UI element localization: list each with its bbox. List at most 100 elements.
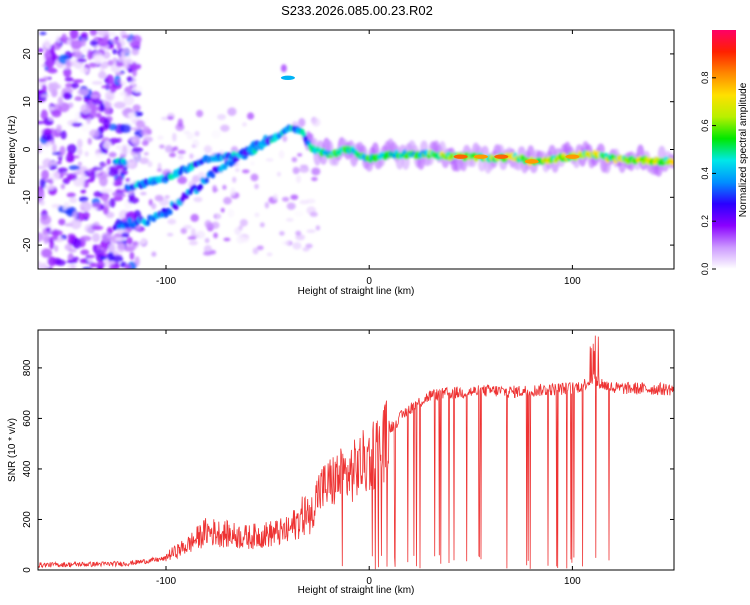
noise-blob [281, 196, 290, 202]
noise-blob [57, 96, 64, 107]
noise-blob [50, 171, 61, 181]
noise-blob [134, 226, 141, 230]
noise-blob [38, 144, 43, 154]
noise-blob [151, 251, 157, 257]
noise-blob [177, 118, 184, 128]
noise-blob [85, 254, 96, 259]
noise-blob [66, 144, 78, 154]
branch-point [167, 209, 173, 216]
noise-blob [39, 262, 48, 269]
noise-blob [292, 166, 300, 175]
noise-blob [89, 30, 98, 36]
noise-blob [66, 173, 78, 181]
noise-blob [119, 123, 132, 133]
noise-blob [309, 211, 318, 217]
noise-blob [41, 248, 53, 258]
noise-blob [89, 39, 98, 47]
noise-blob [43, 235, 49, 245]
colorbar-ticks: 0.0 0.2 0.4 0.6 0.8 [700, 72, 716, 275]
snr-x-axis-label: Height of straight line (km) [298, 585, 415, 596]
snr-x-tick-label: -100 [156, 576, 176, 587]
noise-blob [61, 33, 68, 43]
noise-blob [293, 210, 304, 217]
noise-blob [88, 62, 98, 68]
spectral-peak [473, 154, 488, 159]
noise-blob [282, 135, 288, 142]
noise-blob [80, 189, 87, 194]
noise-blob [44, 60, 57, 65]
noise-blob [43, 38, 52, 49]
noise-blob [116, 242, 126, 253]
noise-blob [311, 117, 321, 127]
noise-blob [239, 218, 248, 227]
noise-blob [167, 116, 174, 120]
noise-blob [49, 239, 55, 250]
noise-blob [168, 152, 177, 158]
noise-blob [295, 234, 306, 241]
noise-blob [131, 48, 140, 56]
noise-blob [98, 71, 107, 79]
noise-blob [80, 172, 86, 183]
noise-blob [189, 153, 194, 159]
noise-blob [135, 120, 146, 129]
noise-blob [91, 98, 104, 106]
noise-blob [76, 58, 87, 63]
noise-blob [39, 31, 47, 36]
noise-blob [295, 230, 302, 236]
noise-blob [51, 52, 57, 62]
noise-blob [38, 121, 45, 125]
noise-blob [115, 61, 124, 68]
noise-blob [211, 130, 221, 139]
spectrogram-y-tick-label: -20 [22, 237, 33, 252]
noise-blob [227, 208, 235, 218]
branch-point [204, 177, 210, 184]
noise-blob [180, 227, 187, 234]
isolated-blob [280, 64, 287, 73]
snr-y-tick-label: 800 [22, 359, 33, 376]
noise-blob [123, 166, 128, 171]
noise-blob [190, 213, 199, 222]
noise-blob [140, 191, 147, 196]
noise-blob [290, 194, 299, 200]
noise-blob [77, 161, 82, 167]
noise-blob [78, 196, 89, 203]
noise-blob [47, 256, 57, 267]
noise-blob [50, 203, 60, 210]
noise-blob [315, 225, 321, 231]
noise-blob [63, 67, 72, 78]
colorbar: 0.0 0.2 0.4 0.6 0.8 Normalized spectral ampl… [700, 30, 749, 275]
noise-blob [84, 151, 89, 157]
spectrogram-y-tick-label: 0 [22, 146, 33, 152]
noise-blob [187, 236, 197, 240]
noise-blob [84, 224, 96, 234]
noise-blob [79, 201, 92, 212]
noise-blob [223, 237, 231, 242]
noise-blob [91, 167, 104, 171]
snr-ticks: -100 0 100 0 200 400 600 800 [22, 330, 674, 587]
noise-blob [250, 161, 255, 166]
noise-blob [278, 150, 285, 159]
snr-y-tick-label: 400 [22, 460, 33, 477]
noise-blob [213, 232, 218, 239]
noise-blob [144, 116, 150, 125]
noise-blob [246, 112, 255, 120]
noise-blob [103, 118, 111, 130]
noise-blob [100, 188, 113, 194]
noise-blob [81, 35, 87, 47]
noise-blob [52, 143, 57, 153]
noise-blob [95, 112, 102, 118]
noise-blob [116, 79, 122, 84]
spectral-peak [565, 154, 580, 159]
noise-blob [94, 153, 106, 160]
noise-blob [72, 237, 81, 249]
branch-point [198, 183, 204, 190]
noise-blob [240, 236, 250, 243]
noise-blob [154, 194, 164, 202]
noise-blob [58, 218, 66, 226]
noise-blob [43, 128, 53, 136]
spectrogram-layer [38, 30, 674, 269]
noise-blob [109, 198, 116, 208]
